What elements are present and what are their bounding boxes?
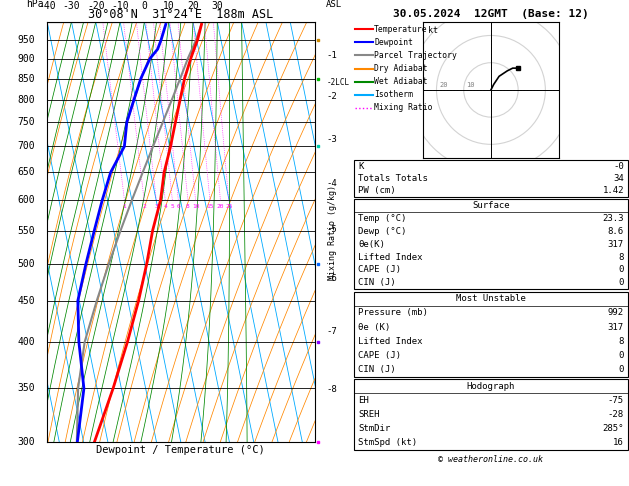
Text: Mixing Ratio: Mixing Ratio xyxy=(374,104,433,112)
Text: 317: 317 xyxy=(608,240,624,249)
Text: CAPE (J): CAPE (J) xyxy=(358,351,401,360)
Text: Dry Adiabat: Dry Adiabat xyxy=(374,64,428,73)
Text: -3: -3 xyxy=(326,135,337,143)
Text: 4: 4 xyxy=(164,205,167,209)
Text: 25: 25 xyxy=(225,205,233,209)
Text: -4: -4 xyxy=(326,179,337,188)
Text: 16: 16 xyxy=(613,438,624,447)
Text: -2LCL: -2LCL xyxy=(326,78,349,87)
Text: Temperature: Temperature xyxy=(374,25,428,34)
Text: Lifted Index: Lifted Index xyxy=(358,253,423,261)
Text: Most Unstable: Most Unstable xyxy=(456,294,526,303)
Text: 10: 10 xyxy=(163,1,175,11)
Text: 500: 500 xyxy=(18,259,35,269)
Text: -6: -6 xyxy=(326,275,337,283)
Text: -28: -28 xyxy=(608,410,624,419)
Text: 992: 992 xyxy=(608,308,624,317)
Text: StmDir: StmDir xyxy=(358,424,390,433)
Text: θe(K): θe(K) xyxy=(358,240,385,249)
X-axis label: Dewpoint / Temperature (°C): Dewpoint / Temperature (°C) xyxy=(96,445,265,455)
Text: 850: 850 xyxy=(18,73,35,84)
Text: 8: 8 xyxy=(186,205,190,209)
Text: Temp (°C): Temp (°C) xyxy=(358,214,406,223)
Text: -20: -20 xyxy=(87,1,104,11)
Text: 20: 20 xyxy=(216,205,224,209)
Text: 6: 6 xyxy=(177,205,181,209)
Text: SREH: SREH xyxy=(358,410,379,419)
Text: 30: 30 xyxy=(211,1,223,11)
Text: Dewpoint: Dewpoint xyxy=(374,38,413,47)
Text: 10: 10 xyxy=(192,205,199,209)
Text: 23.3: 23.3 xyxy=(603,214,624,223)
Text: -75: -75 xyxy=(608,396,624,405)
Text: EH: EH xyxy=(358,396,369,405)
Text: 950: 950 xyxy=(18,35,35,45)
Text: kt: kt xyxy=(428,26,438,35)
Text: -7: -7 xyxy=(326,327,337,336)
Text: 30.05.2024  12GMT  (Base: 12): 30.05.2024 12GMT (Base: 12) xyxy=(393,9,589,19)
Text: PW (cm): PW (cm) xyxy=(358,186,396,195)
Text: -0: -0 xyxy=(613,162,624,171)
Text: CIN (J): CIN (J) xyxy=(358,278,396,287)
Text: 5: 5 xyxy=(170,205,174,209)
Text: 15: 15 xyxy=(206,205,214,209)
Text: 550: 550 xyxy=(18,226,35,236)
Text: -10: -10 xyxy=(111,1,129,11)
Text: Lifted Index: Lifted Index xyxy=(358,337,423,346)
Text: 1: 1 xyxy=(123,205,126,209)
Text: 300: 300 xyxy=(18,437,35,447)
Text: Pressure (mb): Pressure (mb) xyxy=(358,308,428,317)
Text: 600: 600 xyxy=(18,195,35,205)
Text: Surface: Surface xyxy=(472,201,509,210)
Text: 750: 750 xyxy=(18,117,35,127)
Text: -8: -8 xyxy=(326,385,337,394)
Text: CAPE (J): CAPE (J) xyxy=(358,265,401,275)
Text: 0: 0 xyxy=(142,1,147,11)
Text: 0: 0 xyxy=(618,278,624,287)
Text: 10: 10 xyxy=(467,82,475,88)
Text: 800: 800 xyxy=(18,95,35,105)
Text: 20: 20 xyxy=(187,1,199,11)
Text: 34: 34 xyxy=(613,174,624,183)
Text: Mixing Ratio (g/kg): Mixing Ratio (g/kg) xyxy=(328,185,337,279)
Text: -30: -30 xyxy=(63,1,81,11)
Text: 450: 450 xyxy=(18,295,35,306)
Text: 0: 0 xyxy=(618,265,624,275)
Text: 2: 2 xyxy=(142,205,146,209)
Text: 3: 3 xyxy=(155,205,158,209)
Text: Hodograph: Hodograph xyxy=(467,382,515,391)
Text: StmSpd (kt): StmSpd (kt) xyxy=(358,438,417,447)
Text: © weatheronline.co.uk: © weatheronline.co.uk xyxy=(438,455,543,464)
Text: 317: 317 xyxy=(608,323,624,331)
Text: K: K xyxy=(358,162,364,171)
Text: 700: 700 xyxy=(18,141,35,152)
Text: -40: -40 xyxy=(38,1,56,11)
Text: 0: 0 xyxy=(618,365,624,374)
Text: 8.6: 8.6 xyxy=(608,227,624,236)
Text: 650: 650 xyxy=(18,167,35,177)
Text: 1.42: 1.42 xyxy=(603,186,624,195)
Text: 900: 900 xyxy=(18,53,35,64)
Text: Dewp (°C): Dewp (°C) xyxy=(358,227,406,236)
Text: 400: 400 xyxy=(18,337,35,347)
Text: -1: -1 xyxy=(326,52,337,60)
Text: -5: -5 xyxy=(326,225,337,234)
Text: km
ASL: km ASL xyxy=(326,0,342,9)
Text: 0: 0 xyxy=(618,351,624,360)
Title: 30°08'N  31°24'E  188m ASL: 30°08'N 31°24'E 188m ASL xyxy=(88,8,274,21)
Text: 8: 8 xyxy=(618,253,624,261)
Text: Totals Totals: Totals Totals xyxy=(358,174,428,183)
Text: 20: 20 xyxy=(439,82,448,88)
Text: hPa: hPa xyxy=(26,0,44,9)
Text: θe (K): θe (K) xyxy=(358,323,390,331)
Text: -2: -2 xyxy=(326,92,337,101)
Text: 8: 8 xyxy=(618,337,624,346)
Text: 350: 350 xyxy=(18,383,35,394)
Text: 285°: 285° xyxy=(603,424,624,433)
Text: Wet Adiabat: Wet Adiabat xyxy=(374,77,428,86)
Text: Isotherm: Isotherm xyxy=(374,90,413,99)
Text: CIN (J): CIN (J) xyxy=(358,365,396,374)
Text: Parcel Trajectory: Parcel Trajectory xyxy=(374,51,457,60)
